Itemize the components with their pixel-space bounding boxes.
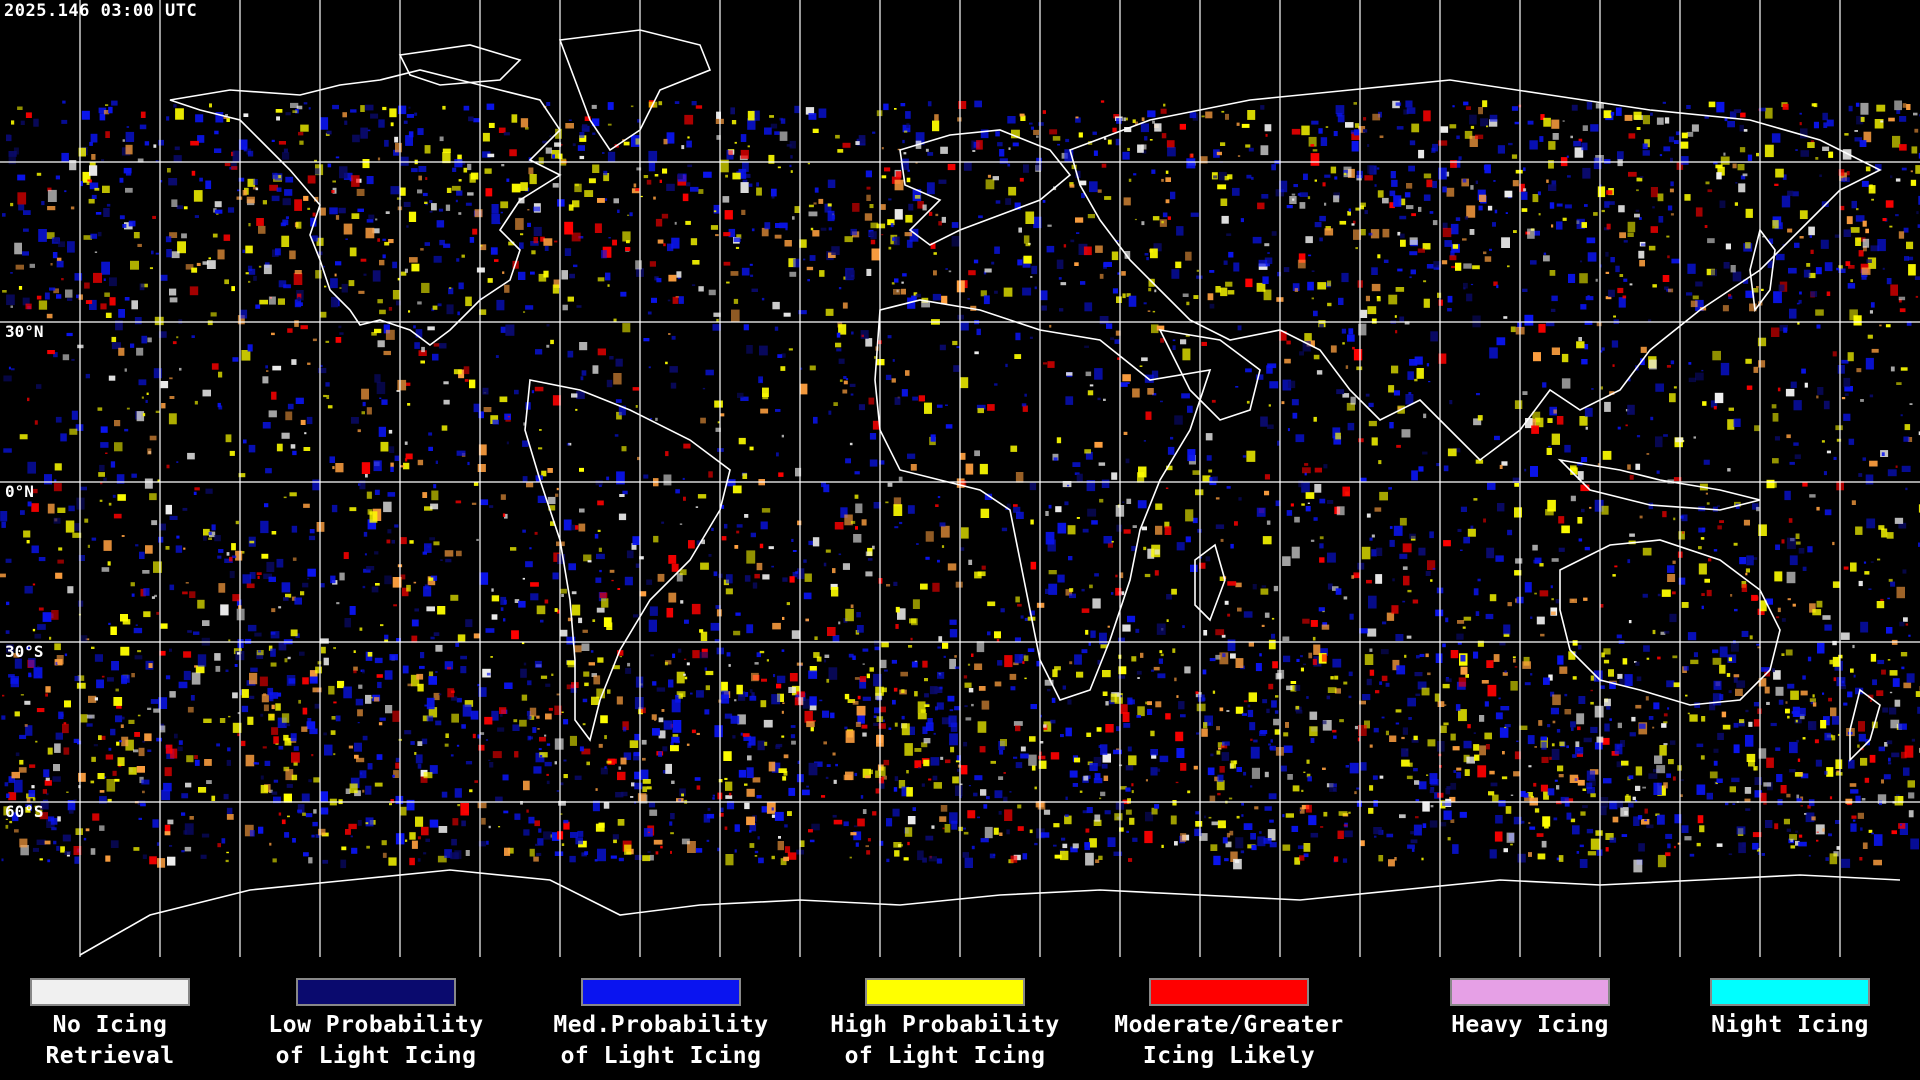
coastline-greenland (558, 29, 712, 152)
legend-swatch-night-icing (1710, 978, 1870, 1006)
legend-item-moderate-greater: Moderate/Greater Icing Likely (1099, 978, 1359, 1072)
coastline-asia (1069, 79, 1882, 462)
global-icing-map: 2025.146 03:00 UTC 30°N 0°N 30°S 60°S (0, 0, 1920, 957)
legend-item-med-probability: Med.Probability of Light Icing (531, 978, 791, 1072)
legend-swatch-high-probability (865, 978, 1025, 1006)
legend-item-no-icing: No Icing Retrieval (0, 978, 240, 1072)
coastline-new-zealand (1849, 688, 1881, 762)
legend-swatch-low-probability (296, 978, 456, 1006)
legend-label-night-icing: Night Icing (1711, 1012, 1869, 1038)
lat-lon-grid (0, 0, 1920, 957)
coastline-antarctica (79, 869, 1901, 956)
legend-swatch-heavy-icing (1450, 978, 1610, 1006)
lat-label-30n: 30°N (5, 322, 44, 341)
legend-swatch-moderate-greater (1149, 978, 1309, 1006)
legend-label-no-icing: No Icing Retrieval (45, 1012, 175, 1069)
legend-label-high-probability: High Probability of Light Icing (830, 1012, 1060, 1069)
legend-item-low-probability: Low Probability of Light Icing (246, 978, 506, 1072)
icing-legend: No Icing Retrieval Low Probability of Li… (0, 960, 1920, 1080)
lat-label-30s: 30°S (5, 642, 44, 661)
coastline-arctic-islands (398, 44, 522, 86)
coastline-south-america (524, 379, 731, 742)
legend-label-moderate-greater: Moderate/Greater Icing Likely (1114, 1012, 1344, 1069)
coastline-layer (79, 29, 1901, 956)
map-canvas (0, 0, 1920, 957)
coastline-madagascar (1194, 543, 1226, 622)
coastline-north-america (169, 69, 562, 346)
lat-label-60s: 60°S (5, 802, 44, 821)
coastline-arabia (1158, 328, 1261, 421)
coastline-japan (1749, 228, 1776, 313)
coastline-africa (874, 299, 1212, 701)
coastline-australia (1559, 539, 1781, 706)
coastline-indonesia (1557, 458, 1761, 511)
lat-label-equator: 0°N (5, 482, 34, 501)
legend-item-high-probability: High Probability of Light Icing (815, 978, 1075, 1072)
valid-time-stamp: 2025.146 03:00 UTC (4, 1, 198, 21)
legend-label-low-probability: Low Probability of Light Icing (268, 1012, 484, 1069)
legend-item-heavy-icing: Heavy Icing (1400, 978, 1660, 1041)
legend-label-heavy-icing: Heavy Icing (1451, 1012, 1609, 1038)
legend-swatch-med-probability (581, 978, 741, 1006)
icing-field-layer (0, 100, 1920, 873)
legend-swatch-no-icing (30, 978, 190, 1006)
coastline-europe (899, 129, 1072, 246)
legend-label-med-probability: Med.Probability of Light Icing (553, 1012, 769, 1069)
legend-item-night-icing: Night Icing (1660, 978, 1920, 1041)
